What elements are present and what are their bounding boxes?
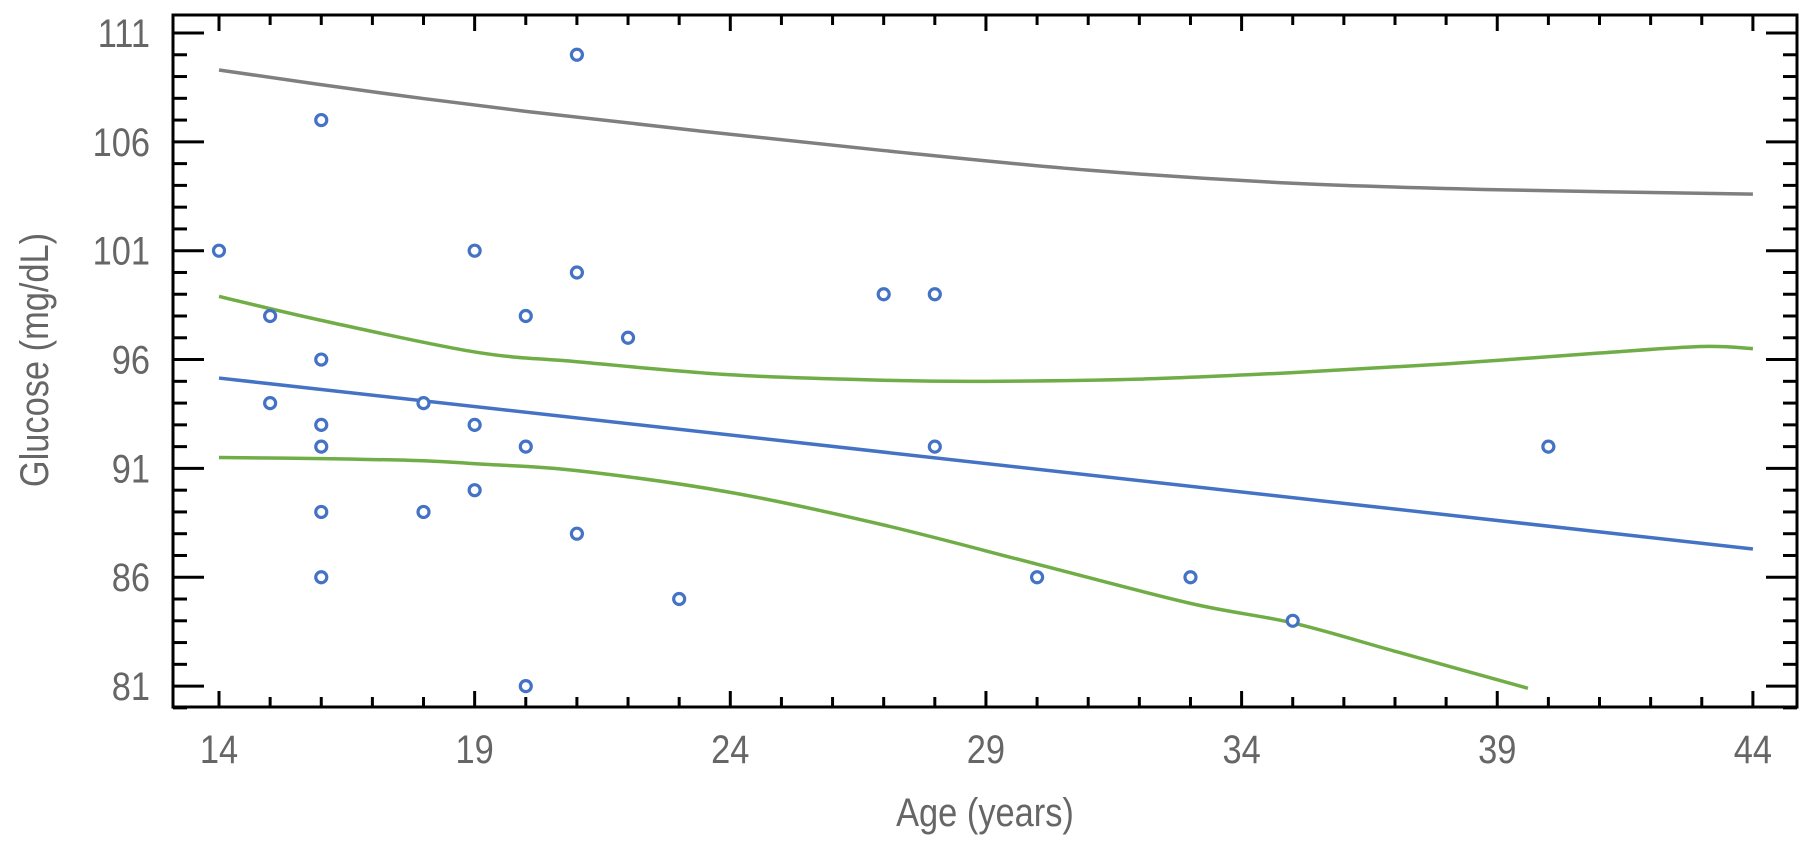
data-point [927, 287, 942, 302]
data-point [467, 243, 482, 258]
data-points [211, 47, 1556, 694]
curves [218, 68, 1754, 690]
x-axis-label: Age (years) [896, 790, 1074, 835]
x-tick-label: 24 [711, 727, 749, 772]
y-tick-label: 86 [112, 555, 150, 600]
data-point [416, 504, 431, 520]
x-tick-label: 19 [456, 727, 494, 772]
data-point [416, 395, 431, 411]
y-tick-label: 101 [93, 228, 150, 273]
data-point [314, 439, 329, 454]
upper-prediction-bound-line [218, 68, 1753, 196]
data-point [1183, 570, 1198, 585]
data-point [467, 483, 482, 498]
data-point [876, 287, 891, 302]
y-tick-label: 106 [93, 119, 150, 164]
y-tick-label: 96 [112, 337, 150, 382]
data-point [314, 112, 329, 128]
x-tick-label: 39 [1478, 727, 1516, 772]
tick-labels: 14 19 24 29 34 39 44 81 86 91 96 101 106 111 [93, 11, 1772, 772]
x-tick-label: 34 [1222, 727, 1260, 772]
x-tick-label: 29 [967, 727, 1005, 772]
data-point [672, 591, 687, 607]
data-point [1285, 613, 1300, 628]
lower-confidence-band-line [218, 455, 1529, 690]
y-tick-label: 91 [112, 446, 150, 491]
data-point [263, 395, 278, 411]
y-tick-label: 81 [112, 664, 150, 709]
data-point [1541, 439, 1556, 454]
data-point [569, 265, 585, 280]
data-point [927, 439, 942, 454]
data-point [314, 352, 329, 367]
data-point [467, 417, 482, 432]
regression-fit-line [218, 376, 1754, 551]
data-point [518, 678, 533, 694]
data-point [620, 330, 636, 345]
y-axis-label: Glucose (mg/dL) [12, 233, 57, 487]
y-tick-label: 111 [98, 11, 150, 56]
data-point [211, 243, 227, 258]
upper-confidence-band-line [218, 294, 1753, 384]
x-tick-label: 14 [200, 727, 238, 772]
data-point [569, 47, 585, 62]
axis-ticks [173, 15, 1797, 710]
data-point [518, 308, 533, 324]
data-point [314, 417, 329, 432]
x-tick-label: 44 [1734, 727, 1772, 772]
data-point [314, 504, 329, 520]
plot-frame [171, 13, 1799, 709]
data-point [263, 308, 278, 324]
data-point [518, 439, 533, 454]
data-point [1029, 570, 1045, 585]
data-point [569, 526, 585, 541]
data-point [314, 570, 329, 585]
